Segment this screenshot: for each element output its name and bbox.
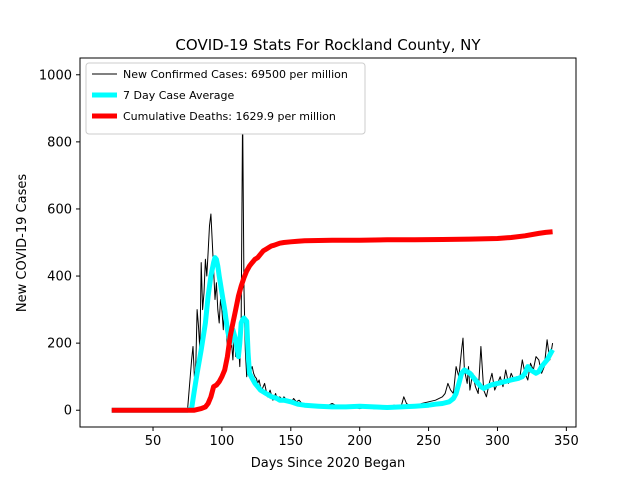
x-axis-label: Days Since 2020 Began xyxy=(251,456,406,471)
legend-label-1: 7 Day Case Average xyxy=(123,89,235,102)
y-tick-label: 200 xyxy=(47,337,72,352)
legend-label-2: Cumulative Deaths: 1629.9 per million xyxy=(123,110,336,123)
series-line-1 xyxy=(111,255,555,413)
y-tick-label: 400 xyxy=(47,270,72,285)
y-tick-label: 600 xyxy=(47,202,72,217)
chart-title: COVID-19 Stats For Rockland County, NY xyxy=(175,36,481,54)
plot-frame xyxy=(79,57,577,428)
x-tick-label: 150 xyxy=(278,434,303,449)
y-axis-label: New COVID-19 Cases xyxy=(15,174,30,312)
y-axis-ticks: 0 200 400 600 800 1000 xyxy=(39,68,80,419)
x-axis-ticks: 50 100 150 200 250 300 350 xyxy=(145,427,579,449)
x-tick-label: 200 xyxy=(347,434,372,449)
x-tick-label: 100 xyxy=(209,434,234,449)
y-tick-label: 1000 xyxy=(39,68,72,83)
x-tick-label: 350 xyxy=(554,434,579,449)
plot-area xyxy=(79,57,577,428)
x-tick-label: 300 xyxy=(485,434,510,449)
series-line-2 xyxy=(111,229,553,413)
legend-box xyxy=(85,62,366,135)
y-tick-label: 0 xyxy=(64,404,72,419)
legend: New Confirmed Cases: 69500 per million 7 … xyxy=(85,62,366,135)
x-tick-label: 250 xyxy=(416,434,441,449)
y-tick-label: 800 xyxy=(47,135,72,150)
x-tick-label: 50 xyxy=(145,434,162,449)
legend-label-0: New Confirmed Cases: 69500 per million xyxy=(123,68,348,81)
